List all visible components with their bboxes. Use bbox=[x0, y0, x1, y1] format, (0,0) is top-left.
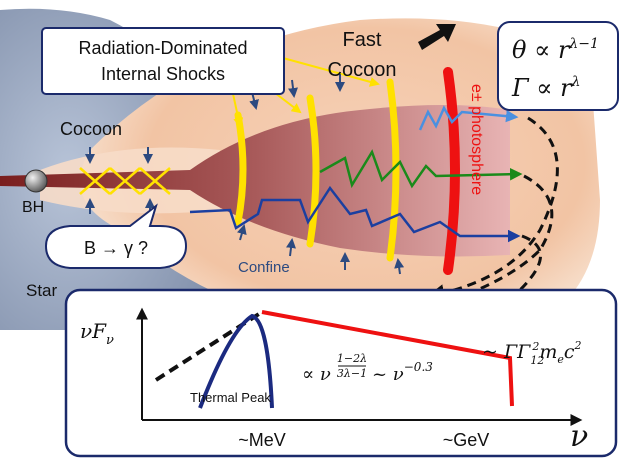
tick-gev: ~GeV bbox=[443, 430, 490, 450]
y-axis-label: νFν bbox=[80, 319, 114, 348]
fast-label-line2: Cocoon bbox=[328, 59, 397, 81]
black-hole bbox=[24, 169, 48, 193]
slope-exp-den: 3λ−1 bbox=[337, 367, 367, 380]
theta-relation: θ ∝ rλ−1 bbox=[512, 36, 599, 64]
bh-label: BH bbox=[22, 199, 44, 216]
formula-box bbox=[497, 21, 619, 111]
nonthermal-spectrum bbox=[261, 310, 514, 407]
thermal-peak-curve bbox=[198, 313, 274, 409]
gamma-relation: Γ ∝ rλ bbox=[511, 74, 581, 102]
photon-path-green bbox=[319, 149, 523, 189]
dashed-arrow-top bbox=[426, 116, 559, 302]
slope-exp-num: 1−2λ bbox=[337, 352, 367, 365]
title-box bbox=[41, 27, 285, 95]
star-label: Star bbox=[26, 281, 58, 300]
fast-cocoon-arrow bbox=[418, 24, 456, 50]
slope-approx: ~ ν−0.3 bbox=[372, 360, 433, 385]
photosphere-label: e± photosphere bbox=[468, 84, 485, 195]
x-axis-label: ν bbox=[570, 419, 588, 454]
jet bbox=[0, 105, 510, 257]
cutoff-formula: ~ ΓΓ122mec2 bbox=[482, 339, 582, 367]
tick-mev: ~MeV bbox=[238, 430, 286, 450]
thermal-peak-label: Thermal Peak bbox=[190, 390, 271, 405]
slope-formula: ∝ ν bbox=[302, 364, 331, 385]
fast-label-line1: Fast bbox=[343, 29, 382, 51]
bubble-text: B → γ ? bbox=[84, 238, 148, 258]
dashed-arrow-mid bbox=[396, 174, 554, 322]
title-box-line1: Radiation-Dominated bbox=[78, 38, 247, 58]
confine-label: Confine bbox=[238, 259, 290, 276]
photon-path-blue bbox=[189, 185, 521, 243]
shock-band-3 bbox=[386, 78, 400, 262]
cocoon-label: Cocoon bbox=[60, 119, 122, 139]
title-box-line2: Internal Shocks bbox=[101, 64, 225, 84]
spectrum-panel bbox=[64, 288, 618, 458]
photon-path-light bbox=[418, 105, 519, 131]
shock-band-2 bbox=[306, 94, 320, 248]
speech-bubble bbox=[44, 203, 188, 269]
collimation-shocks bbox=[79, 167, 171, 195]
photosphere-band bbox=[443, 67, 460, 275]
